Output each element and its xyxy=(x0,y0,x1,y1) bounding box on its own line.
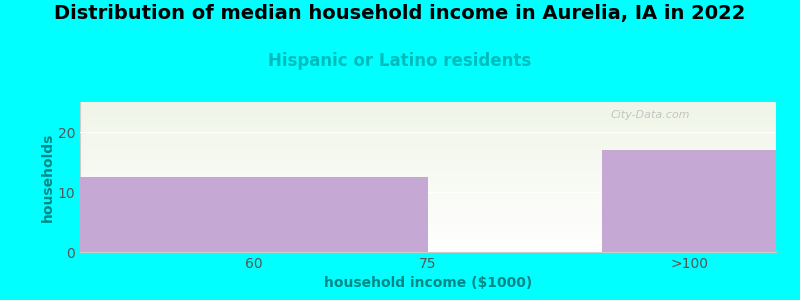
Y-axis label: households: households xyxy=(41,132,54,222)
Bar xyxy=(80,177,428,252)
Bar xyxy=(602,150,776,252)
X-axis label: household income ($1000): household income ($1000) xyxy=(324,276,532,290)
Text: Hispanic or Latino residents: Hispanic or Latino residents xyxy=(268,52,532,70)
Text: City-Data.com: City-Data.com xyxy=(611,110,690,119)
Text: Distribution of median household income in Aurelia, IA in 2022: Distribution of median household income … xyxy=(54,4,746,23)
